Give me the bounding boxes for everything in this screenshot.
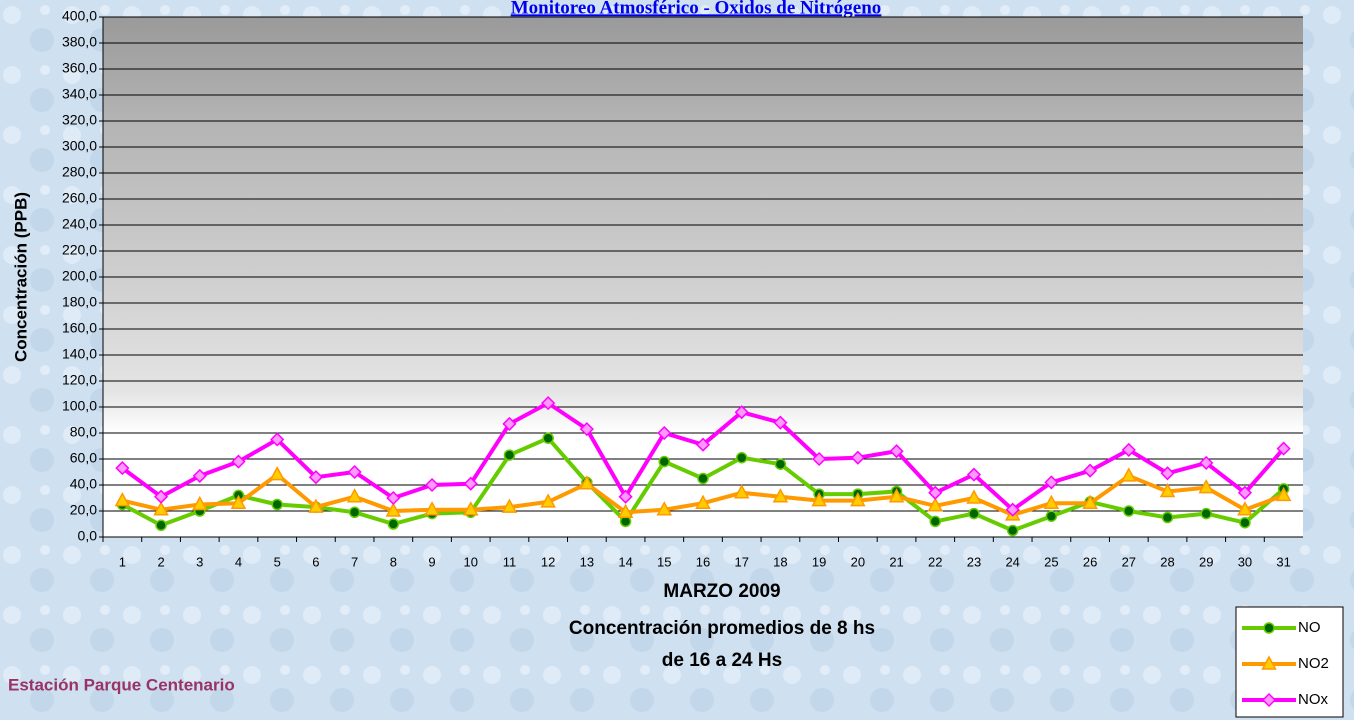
marker: [930, 516, 940, 526]
marker: [388, 519, 398, 529]
marker: [156, 520, 166, 530]
x-tick-label: 24: [1005, 554, 1019, 569]
note: Concentración promedios de 8 hs: [569, 618, 875, 639]
y-tick-label: 320,0: [62, 112, 97, 128]
x-tick-label: 26: [1083, 554, 1097, 569]
marker: [543, 433, 553, 443]
marker: [1124, 506, 1134, 516]
marker: [272, 500, 282, 510]
y-tick-label: 260,0: [62, 190, 97, 206]
y-tick-label: 360,0: [62, 60, 97, 76]
marker: [1008, 526, 1018, 536]
y-tick-label: 280,0: [62, 164, 97, 180]
legend: NO NO2 NOx: [1236, 607, 1343, 717]
marker: [969, 509, 979, 519]
x-tick-label: 13: [580, 554, 594, 569]
y-tick-label: 380,0: [62, 34, 97, 50]
marker: [1201, 509, 1211, 519]
x-tick-label: 14: [618, 554, 632, 569]
legend-label: NO2: [1298, 655, 1329, 672]
x-tick-label: 25: [1044, 554, 1058, 569]
x-tick-label: 10: [464, 554, 478, 569]
note: de 16 a 24 Hs: [662, 650, 782, 671]
marker: [1240, 518, 1250, 528]
marker: [504, 450, 514, 460]
x-tick-label: 19: [812, 554, 826, 569]
x-tick-label: 23: [967, 554, 981, 569]
x-tick-label: 4: [235, 554, 242, 569]
marker: [1264, 623, 1274, 633]
y-tick-label: 120,0: [62, 372, 97, 388]
x-tick-label: 5: [274, 554, 281, 569]
y-tick-label: 60,0: [70, 450, 97, 466]
y-tick-label: 180,0: [62, 294, 97, 310]
legend-label: NO: [1298, 619, 1321, 636]
x-axis-label: MARZO 2009: [663, 581, 780, 602]
x-tick-label: 6: [312, 554, 319, 569]
x-tick-label: 1: [119, 554, 126, 569]
x-tick-label: 7: [351, 554, 358, 569]
marker: [698, 474, 708, 484]
chart: Monitoreo Atmosférico - Óxidos de Nitróg…: [0, 0, 1354, 720]
chart-title: Monitoreo Atmosférico - Óxidos de Nitróg…: [511, 0, 882, 18]
marker: [775, 459, 785, 469]
x-tick-label: 31: [1276, 554, 1290, 569]
y-tick-label: 240,0: [62, 216, 97, 232]
x-tick-label: 17: [734, 554, 748, 569]
x-tick-label: 22: [928, 554, 942, 569]
marker: [659, 457, 669, 467]
x-tick-label: 15: [657, 554, 671, 569]
x-tick-label: 3: [196, 554, 203, 569]
y-tick-label: 200,0: [62, 268, 97, 284]
y-tick-label: 300,0: [62, 138, 97, 154]
marker: [350, 507, 360, 517]
marker: [737, 453, 747, 463]
y-tick-label: 160,0: [62, 320, 97, 336]
y-tick-label: 80,0: [70, 424, 97, 440]
x-tick-label: 2: [157, 554, 164, 569]
y-tick-label: 100,0: [62, 398, 97, 414]
x-tick-label: 9: [428, 554, 435, 569]
y-tick-label: 0,0: [78, 528, 98, 544]
y-tick-label: 20,0: [70, 502, 97, 518]
legend-label: NOx: [1298, 691, 1329, 708]
x-tick-label: 18: [773, 554, 787, 569]
y-axis-label: Concentración (PPB): [11, 192, 30, 362]
x-tick-label: 28: [1160, 554, 1174, 569]
x-tick-label: 12: [541, 554, 555, 569]
x-tick-label: 20: [851, 554, 865, 569]
x-tick-label: 27: [1122, 554, 1136, 569]
y-tick-label: 400,0: [62, 8, 97, 24]
x-tick-label: 21: [889, 554, 903, 569]
station-label: Estación Parque Centenario: [8, 675, 235, 694]
x-tick-label: 16: [696, 554, 710, 569]
y-tick-label: 140,0: [62, 346, 97, 362]
marker: [1163, 513, 1173, 523]
x-tick-label: 8: [390, 554, 397, 569]
x-tick-label: 30: [1238, 554, 1252, 569]
y-tick-label: 340,0: [62, 86, 97, 102]
y-tick-label: 220,0: [62, 242, 97, 258]
y-tick-label: 40,0: [70, 476, 97, 492]
marker: [1046, 511, 1056, 521]
x-tick-label: 11: [503, 554, 517, 569]
x-tick-label: 29: [1199, 554, 1213, 569]
